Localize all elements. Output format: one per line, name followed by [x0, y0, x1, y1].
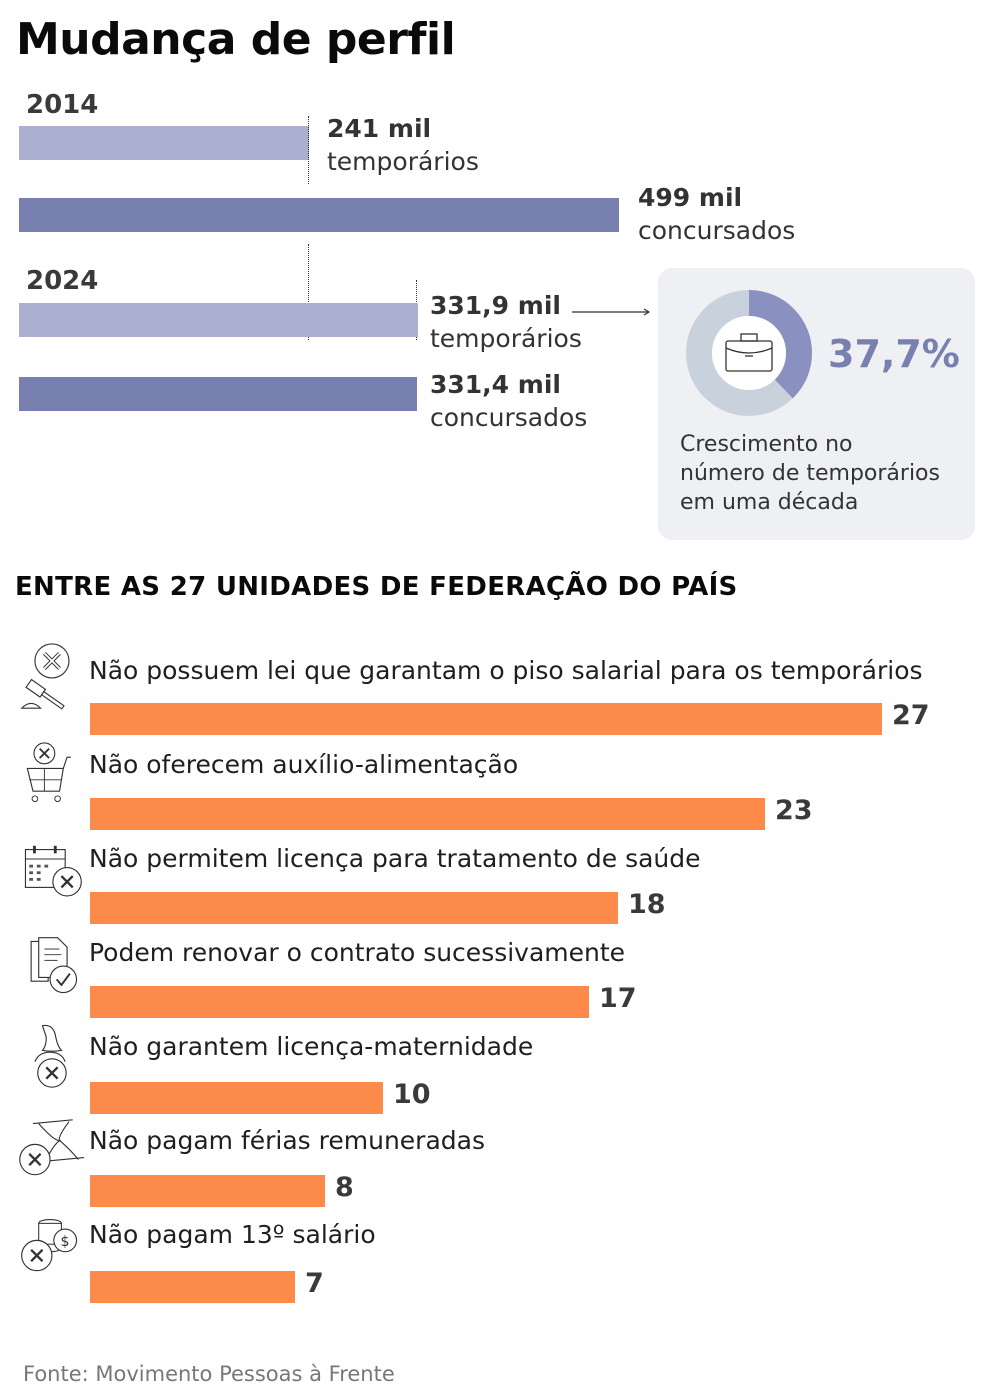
page-title: Mudança de perfil	[16, 14, 456, 65]
label-2014-concursados: 499 mil concursados	[638, 181, 795, 247]
section-title: ENTRE AS 27 UNIDADES DE FEDERAÇÃO DO PAÍ…	[15, 572, 738, 602]
label-2024-temporarios: 331,9 mil temporários	[430, 289, 582, 355]
item-value: 8	[335, 1172, 354, 1203]
year-label-2014: 2014	[26, 90, 99, 120]
growth-text-line: em uma década	[680, 490, 859, 515]
calendar-x-icon	[24, 845, 82, 897]
reference-line-2014-level	[308, 244, 309, 340]
item-bar	[90, 798, 765, 830]
gavel-x-icon	[20, 643, 70, 710]
value-2024-concursados: 331,4 mil	[430, 370, 561, 399]
svg-text:$: $	[60, 1234, 69, 1250]
item-bar	[90, 986, 589, 1018]
bar-2024-temporarios	[19, 303, 418, 337]
item-label: Não permitem licença para tratamento de …	[89, 844, 701, 873]
item-value: 17	[599, 983, 637, 1014]
item-label: Não pagam 13º salário	[89, 1220, 376, 1249]
year-label-2024: 2024	[26, 266, 99, 296]
item-value: 18	[628, 889, 666, 920]
item-label: Não pagam férias remuneradas	[89, 1126, 485, 1155]
item-label: Podem renovar o contrato sucessivamente	[89, 938, 626, 967]
item-bar	[90, 1175, 325, 1207]
value-2014-temporarios: 241 mil	[327, 114, 432, 143]
growth-card: 37,7% Crescimento no número de temporári…	[658, 268, 975, 540]
item-bar	[90, 1271, 295, 1303]
category-2014-concursados: concursados	[638, 216, 796, 245]
item-bar	[90, 1082, 383, 1114]
reference-line-2014	[308, 116, 309, 184]
label-2014-temporarios: 241 mil temporários	[327, 112, 479, 178]
category-2014-temporarios: temporários	[327, 147, 479, 176]
bar-2014-concursados	[19, 198, 619, 232]
growth-percent: 37,7%	[828, 332, 960, 376]
value-2014-concursados: 499 mil	[638, 183, 743, 212]
item-bar	[90, 892, 618, 924]
growth-text-line: número de temporários	[680, 461, 940, 486]
item-label: Não oferecem auxílio-alimentação	[89, 750, 519, 779]
bar-2024-concursados	[19, 377, 417, 411]
label-2024-concursados: 331,4 mil concursados	[430, 368, 587, 434]
source-note: Fonte: Movimento Pessoas à Frente	[23, 1362, 395, 1386]
value-2024-temporarios: 331,9 mil	[430, 291, 561, 320]
item-label: Não possuem lei que garantam o piso sala…	[89, 656, 923, 685]
item-value: 10	[393, 1079, 431, 1110]
item-value: 27	[892, 700, 930, 731]
coins-x-icon: $	[21, 1219, 78, 1272]
arrow-icon	[572, 308, 651, 316]
item-bar	[90, 703, 882, 735]
cart-x-icon	[26, 742, 71, 803]
woman-x-icon	[34, 1024, 67, 1088]
category-2024-concursados: concursados	[430, 403, 588, 432]
briefcase-icon	[725, 333, 773, 372]
document-check-icon	[30, 937, 78, 994]
bar-2014-temporarios	[19, 126, 309, 160]
category-2024-temporarios: temporários	[430, 324, 582, 353]
growth-description: Crescimento no número de temporários em …	[680, 430, 940, 517]
growth-donut	[686, 290, 812, 416]
item-value: 7	[305, 1268, 324, 1299]
donut-filled	[686, 290, 812, 416]
item-value: 23	[775, 795, 813, 826]
hourglass-x-icon	[19, 1119, 85, 1176]
item-label: Não garantem licença-maternidade	[89, 1032, 534, 1061]
growth-text-line: Crescimento no	[680, 432, 853, 457]
